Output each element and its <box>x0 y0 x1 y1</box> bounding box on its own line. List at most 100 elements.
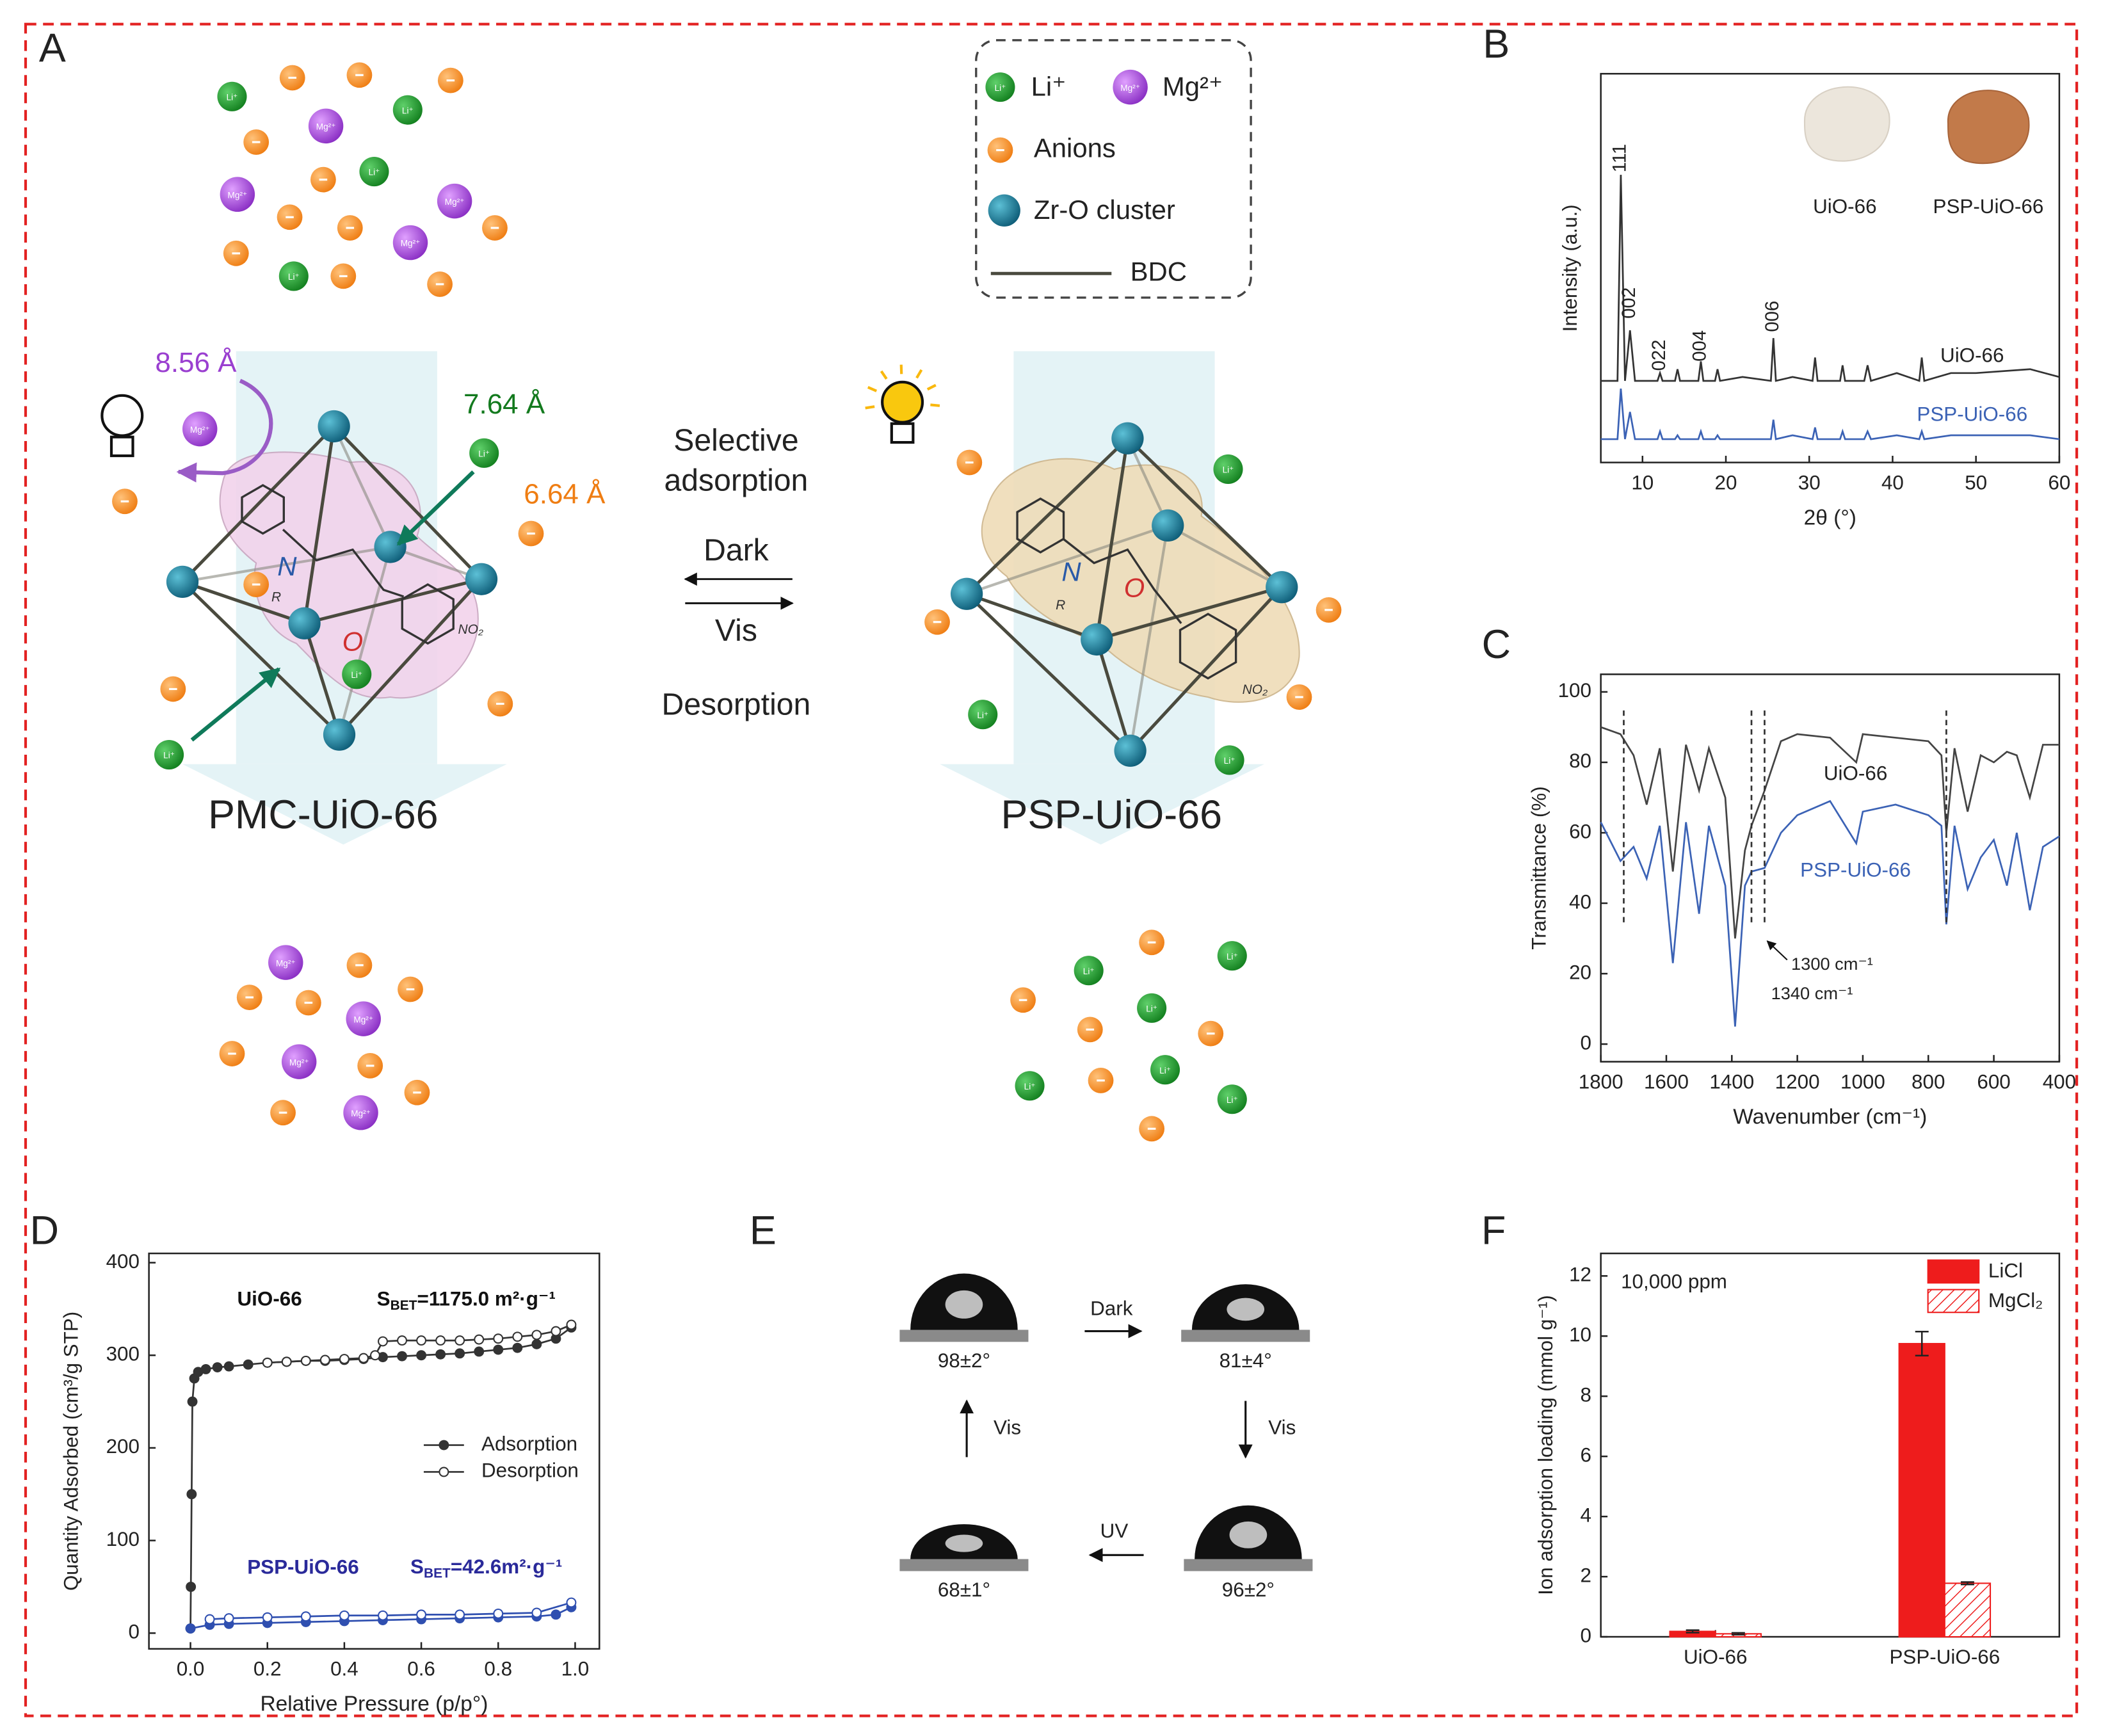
y-tick-label: 200 <box>106 1435 140 1458</box>
molecule-label: NO₂ <box>458 622 483 637</box>
framework-name: PSP-UiO-66 <box>1001 792 1223 837</box>
ion-label: Li⁺ <box>995 83 1006 93</box>
y-axis-label: Transmittance (%) <box>1528 786 1550 949</box>
li-ion <box>968 700 998 730</box>
annotation: 10,000 ppm <box>1621 1270 1727 1292</box>
droplet-highlight <box>1229 1521 1268 1548</box>
li-ion <box>1150 1055 1180 1085</box>
data-point <box>319 1354 330 1365</box>
mg-ion <box>346 1001 381 1036</box>
bdc-linker <box>332 425 483 581</box>
molecule-label: NO₂ <box>1243 682 1268 697</box>
ion-label: Mg²⁺ <box>351 1109 371 1118</box>
li-ion <box>1214 745 1244 775</box>
mg-ion <box>281 1044 317 1079</box>
data-point <box>281 1356 292 1367</box>
x-tick-label: 20 <box>1715 471 1737 494</box>
y-tick-label: 0 <box>129 1621 140 1643</box>
ion-label: Mg²⁺ <box>276 958 296 968</box>
series-label: UiO-66 <box>1940 344 2004 366</box>
substrate <box>1184 1559 1313 1571</box>
bdc-linker <box>338 546 392 735</box>
surface-area-value: =1175.0 m²·g⁻¹ <box>417 1288 555 1310</box>
error-bar <box>1731 1632 1745 1636</box>
bdc-linker <box>1167 524 1283 589</box>
data-point <box>474 1346 485 1357</box>
ion-label: Li⁺ <box>1224 756 1236 766</box>
x-tick-label: 1000 <box>1840 1070 1885 1093</box>
y-tick-label: 100 <box>1558 679 1591 702</box>
data-point <box>187 1396 198 1407</box>
light-ray <box>926 383 937 391</box>
y-tick-label: 40 <box>1569 890 1591 913</box>
flow-arrow-head <box>940 764 1265 845</box>
surface-area-subscript: BET <box>390 1298 417 1312</box>
li-ion <box>342 659 372 689</box>
droplet-highlight <box>945 1534 983 1552</box>
li-ion <box>1137 993 1167 1023</box>
ion-label: Li⁺ <box>977 711 988 720</box>
x-axis-label: 2θ (°) <box>1804 506 1856 529</box>
transition-label: Vis <box>994 1417 1021 1439</box>
legend-swatch <box>1927 1289 1980 1314</box>
li-ion <box>985 72 1015 102</box>
molecule-chain <box>1062 538 1182 624</box>
bar <box>1898 1342 1945 1638</box>
data-point <box>551 1609 561 1620</box>
droplet-highlight <box>1227 1298 1265 1321</box>
data-point <box>262 1612 273 1623</box>
x-axis-label: Wavenumber (cm⁻¹) <box>1733 1105 1927 1129</box>
series-line <box>1600 800 2060 1027</box>
surface-area: SBET=42.6m²·g⁻¹ <box>410 1556 562 1581</box>
ion-label: Mg²⁺ <box>445 197 465 207</box>
x-tick-label: 30 <box>1798 471 1821 494</box>
data-point <box>566 1597 577 1608</box>
bdc-linker <box>965 437 1129 595</box>
y-tick-label: 10 <box>1569 1324 1591 1346</box>
data-point <box>512 1342 523 1353</box>
contact-angle: 81±4° <box>1220 1349 1272 1372</box>
figure-border <box>24 22 2079 1717</box>
ion-label: Mg²⁺ <box>289 1057 309 1067</box>
bdc-linker <box>303 577 482 625</box>
process-label: Desorption <box>661 687 810 721</box>
x-tick-label: 60 <box>2048 471 2070 494</box>
ion-label: Mg²⁺ <box>1120 83 1140 93</box>
peak-label: 002 <box>1618 287 1639 319</box>
data-point <box>455 1609 465 1620</box>
y-tick-label: 300 <box>106 1343 140 1365</box>
ion-label: Li⁺ <box>402 106 414 115</box>
ion-label: Li⁺ <box>1146 1004 1157 1014</box>
legend-label: Zr-O cluster <box>1034 195 1175 225</box>
legend-label: Anions <box>1034 133 1116 163</box>
y-tick-label: 6 <box>1581 1443 1591 1466</box>
panel-letter: E <box>750 1208 777 1253</box>
panel-letter: B <box>1483 22 1509 67</box>
legend-box <box>975 39 1252 299</box>
data-point <box>416 1335 427 1346</box>
bdc-linker <box>181 425 335 583</box>
data-point <box>300 1611 311 1622</box>
substrate <box>899 1330 1029 1342</box>
light-ray <box>867 386 878 392</box>
transition-label: Dark <box>1090 1297 1133 1319</box>
mg-ion <box>182 411 218 447</box>
li-ion <box>1015 1071 1045 1101</box>
ion-label: Li⁺ <box>227 92 238 102</box>
y-tick-label: 80 <box>1569 750 1591 772</box>
light-ray <box>915 369 923 379</box>
error-bar <box>1960 1581 1974 1586</box>
data-point <box>531 1330 542 1340</box>
ion-label: Li⁺ <box>1227 1095 1238 1105</box>
data-point <box>212 1362 223 1373</box>
plot-frame <box>1600 1252 2061 1638</box>
distance-label: 7.64 Å <box>463 389 545 420</box>
annotation-arrow <box>1766 940 1788 961</box>
ion-label: Li⁺ <box>478 449 490 459</box>
peak-label: 111 <box>1609 144 1630 173</box>
data-point <box>370 1350 380 1361</box>
zr-ion <box>950 577 983 610</box>
li-ion <box>1213 454 1243 485</box>
